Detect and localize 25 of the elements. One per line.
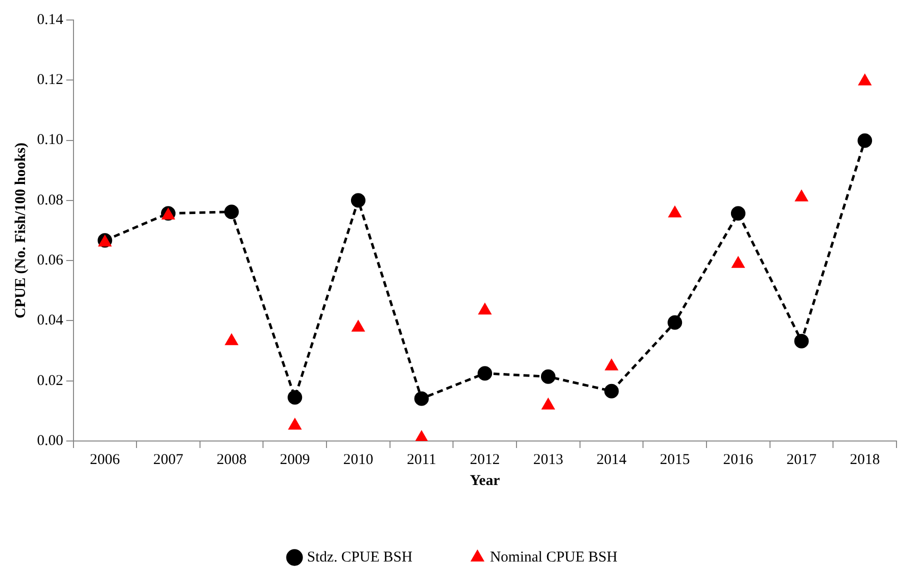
y-tick-label: 0.02 — [37, 372, 64, 389]
x-tick-label: 2015 — [660, 452, 690, 468]
x-tick-label: 2013 — [533, 452, 564, 468]
x-tick-label: 2007 — [153, 452, 184, 468]
y-axis-title: CPUE (No. Fish/100 hooks) — [12, 142, 29, 318]
x-axis-title: Year — [470, 472, 500, 489]
x-tick-label: 2009 — [280, 452, 310, 468]
legend-label: Nominal CPUE BSH — [490, 549, 618, 566]
x-tick-label: 2014 — [596, 452, 628, 468]
x-tick-label: 2010 — [343, 452, 374, 468]
x-tick-label: 2017 — [786, 452, 818, 468]
x-tick-label: 2012 — [470, 452, 500, 468]
y-tick-label: 0.00 — [37, 432, 64, 449]
y-tick-label: 0.14 — [37, 12, 64, 28]
x-tick-label: 2006 — [90, 452, 120, 468]
y-tick-label: 0.12 — [37, 72, 64, 88]
y-tick-label: 0.06 — [37, 252, 64, 269]
x-tick-label: 2008 — [216, 452, 247, 468]
x-tick-label: 2011 — [406, 452, 436, 468]
x-tick-label: 2016 — [723, 452, 754, 468]
y-tick-label: 0.08 — [37, 192, 64, 208]
y-tick-label: 0.10 — [37, 132, 64, 148]
legend-label: Stdz. CPUE BSH — [307, 549, 413, 566]
y-tick-label: 0.04 — [37, 312, 64, 329]
x-tick-label: 2018 — [850, 452, 880, 468]
